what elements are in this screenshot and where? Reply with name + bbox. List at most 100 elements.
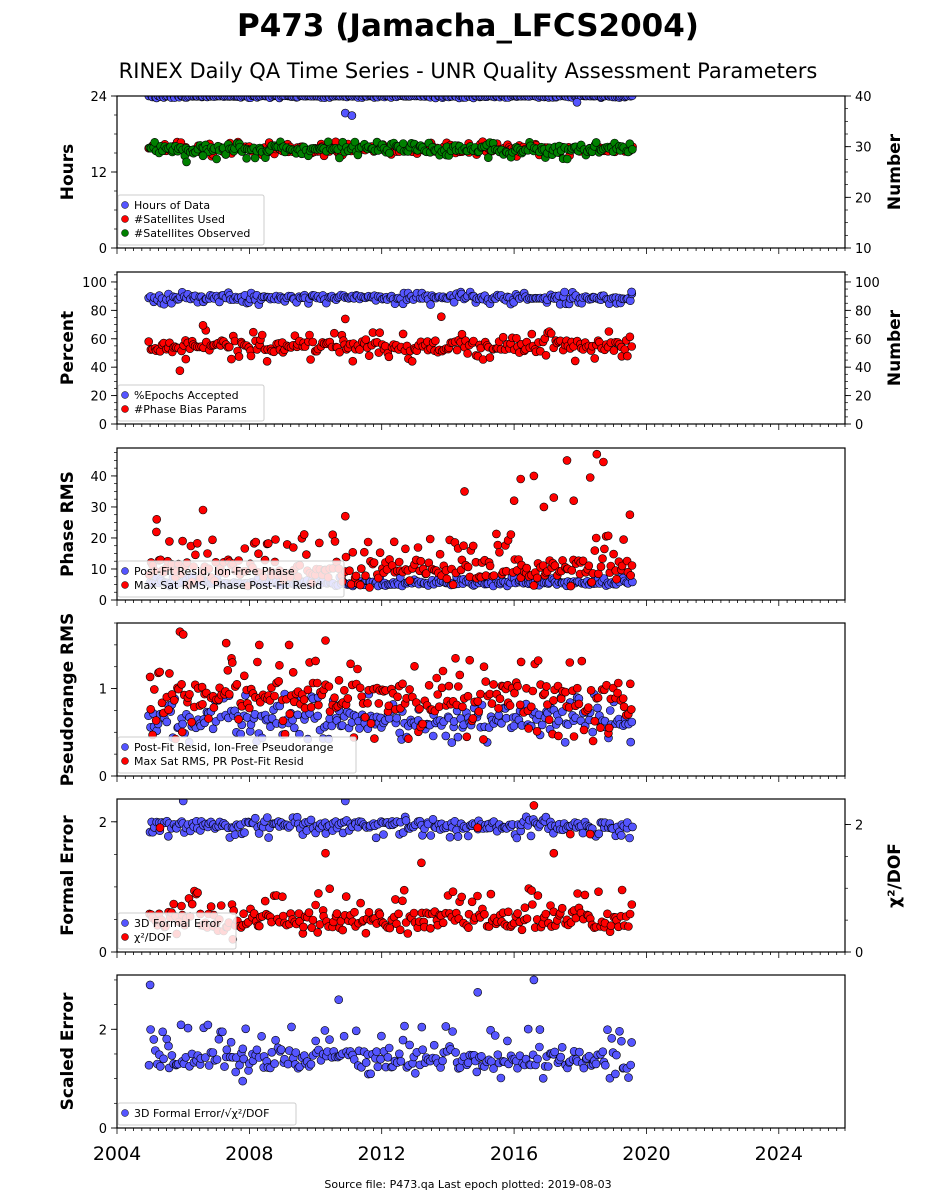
data-point xyxy=(145,980,155,990)
data-point xyxy=(250,153,260,163)
data-point xyxy=(313,711,323,721)
data-point xyxy=(329,328,339,338)
data-point xyxy=(486,889,496,899)
data-point xyxy=(591,138,601,147)
data-point xyxy=(371,833,381,843)
data-point xyxy=(577,656,587,666)
y-tick-label: 0 xyxy=(99,242,107,257)
data-point xyxy=(435,549,445,559)
data-point xyxy=(341,892,351,901)
data-point xyxy=(364,907,374,917)
data-point xyxy=(453,682,463,691)
data-point xyxy=(151,716,161,725)
data-point xyxy=(625,909,635,919)
data-point xyxy=(306,815,316,825)
data-point xyxy=(505,701,515,710)
data-point xyxy=(612,574,621,584)
data-point xyxy=(626,1060,636,1070)
data-point xyxy=(463,831,473,841)
data-point xyxy=(604,723,614,733)
data-point xyxy=(347,111,357,120)
data-point xyxy=(528,900,537,909)
data-point xyxy=(372,1047,381,1056)
data-point xyxy=(469,336,478,346)
series-3 xyxy=(145,137,637,167)
data-point xyxy=(541,350,551,360)
data-point xyxy=(611,1069,620,1079)
data-point xyxy=(365,583,374,592)
data-point xyxy=(594,887,603,897)
data-point xyxy=(528,686,538,696)
data-point xyxy=(451,653,460,663)
y-tick-label: 1 xyxy=(99,683,107,698)
data-point xyxy=(405,685,414,694)
data-point xyxy=(374,699,384,708)
data-point xyxy=(513,1063,522,1073)
data-point xyxy=(392,713,402,723)
data-point xyxy=(489,680,498,689)
data-point xyxy=(438,666,448,676)
data-point xyxy=(520,903,530,913)
data-point xyxy=(438,1056,447,1066)
legend-marker xyxy=(121,229,129,237)
data-point xyxy=(434,702,444,712)
data-point xyxy=(624,1073,633,1082)
data-point xyxy=(312,678,322,688)
data-point xyxy=(178,799,188,806)
data-point xyxy=(399,885,409,895)
data-point xyxy=(182,157,191,167)
y-tick-label: 0 xyxy=(99,946,107,961)
data-point xyxy=(465,655,475,665)
y-tick-label-right: 2 xyxy=(855,819,863,834)
data-point xyxy=(198,151,208,161)
legend-marker xyxy=(121,201,129,209)
data-point xyxy=(628,822,637,832)
x-ticks xyxy=(116,248,846,254)
data-point xyxy=(584,703,593,712)
data-point xyxy=(150,138,159,147)
data-point xyxy=(485,561,495,571)
data-points xyxy=(144,627,637,747)
data-point xyxy=(356,564,366,573)
data-point xyxy=(262,356,272,366)
data-point xyxy=(572,683,582,693)
data-point xyxy=(375,548,385,558)
data-point xyxy=(463,1058,473,1067)
data-point xyxy=(463,349,472,358)
legend-entry: 3D Formal Error/√χ²/DOF xyxy=(134,1107,269,1120)
data-point xyxy=(561,687,570,697)
data-point xyxy=(459,541,468,551)
data-point xyxy=(625,679,635,689)
y-tick-label: 0 xyxy=(99,1122,107,1137)
data-point xyxy=(391,895,400,904)
data-point xyxy=(241,1024,250,1034)
legend: Post-Fit Resid, Ion-Free PseudorangeMax … xyxy=(117,736,357,774)
data-point xyxy=(227,354,236,364)
data-point xyxy=(385,923,395,933)
data-point xyxy=(240,828,249,837)
series-1 xyxy=(145,799,637,843)
data-point xyxy=(145,672,155,682)
data-point xyxy=(556,1052,566,1062)
data-point xyxy=(539,502,549,512)
data-point xyxy=(618,694,628,703)
data-point xyxy=(496,1073,506,1083)
legend-entry: #Satellites Observed xyxy=(134,227,250,240)
data-point xyxy=(457,329,467,339)
data-point xyxy=(570,356,580,366)
data-point xyxy=(417,858,426,868)
data-point xyxy=(220,1062,229,1071)
data-point xyxy=(225,342,234,352)
data-point xyxy=(218,1027,227,1037)
data-point xyxy=(590,354,600,363)
data-point xyxy=(574,699,584,709)
data-point xyxy=(458,702,467,712)
data-point xyxy=(209,703,219,712)
data-point xyxy=(222,1045,232,1054)
data-point xyxy=(223,665,233,675)
data-point xyxy=(246,351,256,361)
data-point xyxy=(335,153,344,163)
data-point xyxy=(324,682,334,691)
